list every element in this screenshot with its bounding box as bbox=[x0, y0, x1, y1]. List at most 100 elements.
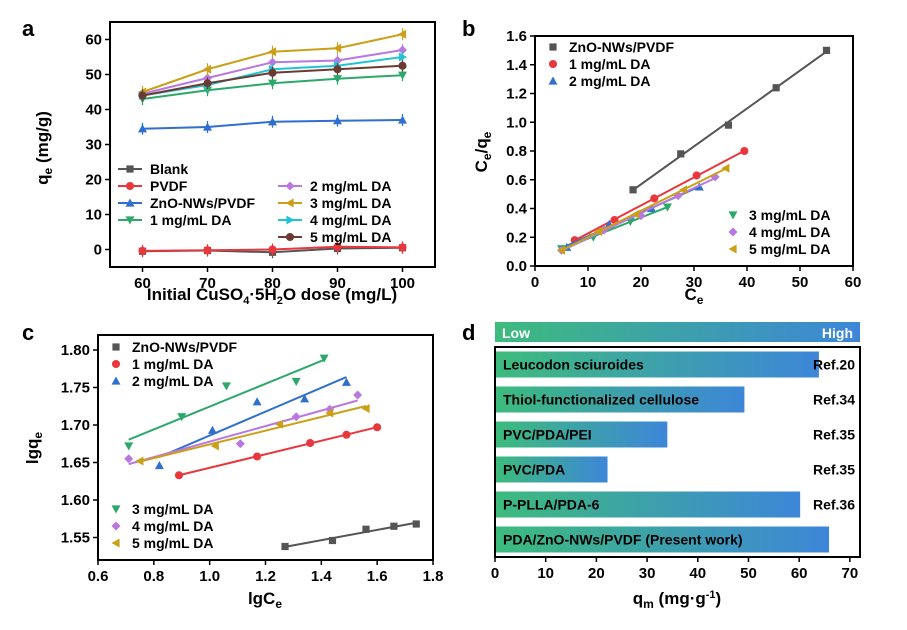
x-tick-label: 30 bbox=[686, 274, 703, 291]
data-point bbox=[174, 471, 184, 480]
bar-category-label: PVC/PDA bbox=[503, 462, 565, 478]
y-tick-label: 50 bbox=[85, 67, 102, 84]
x-tick-label: 70 bbox=[842, 565, 859, 582]
data-point bbox=[398, 45, 407, 55]
data-point bbox=[342, 430, 351, 439]
legend-marker-c-top bbox=[111, 376, 121, 385]
bar-ref-label: Ref.34 bbox=[813, 392, 855, 408]
data-point bbox=[138, 246, 147, 255]
chart-c-xlabel: lgCe bbox=[248, 589, 282, 611]
data-point bbox=[328, 536, 337, 545]
data-point bbox=[124, 454, 134, 464]
legend-label: 1 mg/mL DA bbox=[150, 212, 231, 228]
y-tick-label: 0.0 bbox=[506, 258, 527, 275]
bar bbox=[496, 351, 819, 378]
legend-marker-b-top bbox=[548, 59, 558, 69]
data-point bbox=[398, 243, 407, 252]
data-point bbox=[268, 245, 277, 254]
chart-c-ylabel: lgqe bbox=[23, 432, 45, 465]
data-point bbox=[252, 397, 262, 406]
data-point bbox=[353, 390, 363, 400]
data-point bbox=[724, 121, 733, 129]
data-point bbox=[203, 122, 212, 131]
legend-label-c-top: 1 mg/mL DA bbox=[132, 356, 213, 372]
legend-label: Blank bbox=[150, 161, 188, 177]
legend-marker bbox=[285, 198, 294, 208]
data-point bbox=[300, 394, 310, 403]
data-point bbox=[268, 68, 277, 77]
legend-marker bbox=[286, 215, 295, 225]
legend-label-b-bottom: 3 mg/mL DA bbox=[749, 207, 830, 223]
data-point bbox=[268, 117, 277, 126]
x-tick-label: 30 bbox=[639, 565, 656, 582]
legend-label-c-bottom: 5 mg/mL DA bbox=[132, 535, 213, 551]
data-point bbox=[721, 163, 730, 173]
legend-label: 2 mg/mL DA bbox=[310, 178, 391, 194]
x-tick-label: 20 bbox=[633, 274, 650, 291]
panel-label-d: d bbox=[462, 320, 475, 345]
data-point bbox=[678, 185, 687, 195]
data-point bbox=[390, 522, 398, 530]
legend-marker-b-bottom bbox=[728, 244, 737, 254]
y-tick-label: 1.60 bbox=[61, 492, 90, 509]
x-tick-label: 1.0 bbox=[199, 568, 220, 585]
data-point bbox=[333, 75, 342, 84]
y-tick-label: 0.6 bbox=[506, 172, 527, 189]
panel-label-b: b bbox=[462, 16, 475, 41]
legend-label-b-bottom: 5 mg/mL DA bbox=[749, 241, 830, 257]
y-tick-label: 1.75 bbox=[61, 380, 90, 397]
legend-label: 3 mg/mL DA bbox=[310, 195, 391, 211]
data-point bbox=[772, 84, 780, 92]
fit-line bbox=[561, 167, 727, 252]
x-tick-label: 20 bbox=[588, 565, 605, 582]
data-point bbox=[362, 525, 370, 533]
data-point bbox=[557, 245, 566, 255]
y-tick-label: 1.65 bbox=[61, 455, 90, 472]
bar-category-label: PDA/ZnO-NWs/PVDF (Present work) bbox=[503, 532, 743, 548]
data-point bbox=[398, 115, 407, 124]
data-point bbox=[663, 203, 672, 212]
data-point bbox=[138, 91, 147, 100]
data-point bbox=[221, 382, 231, 391]
data-point bbox=[325, 408, 334, 418]
data-point bbox=[677, 150, 685, 158]
data-point bbox=[306, 438, 315, 448]
bar-category-label: P-PLLA/PDA-6 bbox=[503, 497, 600, 513]
legend-marker bbox=[125, 198, 135, 207]
data-point bbox=[398, 29, 407, 39]
data-point bbox=[650, 194, 659, 203]
legend-label-c-top: 2 mg/mL DA bbox=[132, 373, 213, 389]
fit-line bbox=[139, 405, 367, 463]
x-tick-label: 50 bbox=[740, 565, 757, 582]
bar bbox=[496, 456, 608, 483]
y-tick-label: 1.80 bbox=[61, 342, 90, 359]
legend-marker bbox=[126, 165, 134, 173]
y-tick-label: 20 bbox=[85, 172, 102, 189]
x-tick-label: 0.8 bbox=[143, 568, 164, 585]
data-point bbox=[253, 452, 262, 461]
x-tick-label: 1.4 bbox=[311, 568, 333, 585]
y-tick-label: 0.8 bbox=[506, 143, 527, 160]
data-point bbox=[177, 413, 187, 422]
legend-label: 5 mg/mL DA bbox=[310, 229, 391, 245]
legend-marker-b-top bbox=[549, 43, 557, 51]
bar-ref-label: Ref.36 bbox=[813, 497, 855, 513]
x-tick-label: 100 bbox=[390, 275, 415, 292]
chart-d-low-label: Low bbox=[502, 325, 530, 341]
data-point bbox=[203, 246, 212, 255]
x-tick-label: 40 bbox=[739, 274, 756, 291]
data-point bbox=[398, 61, 407, 70]
x-tick-label: 1.8 bbox=[423, 568, 444, 585]
legend-marker bbox=[285, 181, 295, 191]
chart-b: 0 10 20 30 40 50 60 0.0 0.2 0.4 0.6 0.8 1.0 1.2 1.4 1.6… bbox=[472, 28, 861, 307]
data-point bbox=[692, 171, 701, 180]
legend-marker-b-bottom bbox=[728, 211, 738, 220]
x-tick-label: 1.2 bbox=[255, 568, 276, 585]
data-point bbox=[203, 79, 212, 88]
legend-marker-c-top bbox=[111, 359, 121, 369]
bar-category-label: Leucodon sciuroides bbox=[503, 357, 644, 373]
data-point bbox=[235, 439, 245, 449]
x-tick-label: 1.6 bbox=[367, 568, 388, 585]
x-tick-label: 70 bbox=[199, 275, 216, 292]
